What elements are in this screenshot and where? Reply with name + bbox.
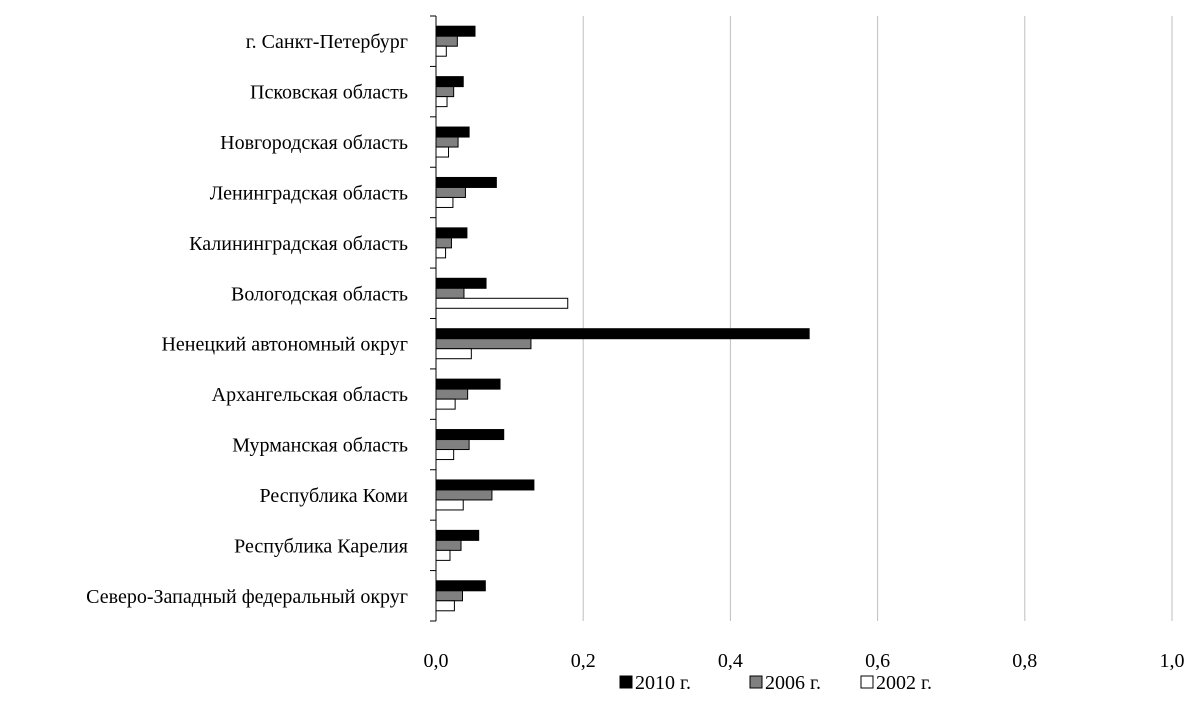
grid-lines	[582, 16, 1173, 621]
bar	[435, 539, 462, 551]
category-labels: Северо-Западный федеральный округ Республ…	[86, 31, 408, 608]
bar	[435, 45, 447, 57]
bar	[435, 176, 497, 188]
category-label: Калининградская область	[189, 233, 408, 255]
bar	[435, 529, 480, 541]
bar	[435, 76, 464, 88]
legend-swatch	[860, 675, 874, 689]
bar	[435, 549, 451, 561]
bar	[435, 126, 470, 138]
bar	[435, 600, 455, 612]
bar	[435, 186, 466, 198]
x-tick-label: 0,6	[865, 650, 890, 672]
bar	[435, 227, 468, 239]
category-label: Архангельская область	[212, 384, 408, 406]
x-tick-label: 0,2	[571, 650, 596, 672]
category-label: Мурманская область	[232, 435, 408, 457]
x-tick-label: 1,0	[1160, 650, 1185, 672]
x-tick-label: 0,0	[424, 650, 449, 672]
x-tick-label: 0,8	[1012, 650, 1037, 672]
legend-label: 2002 г.	[876, 672, 932, 694]
bar	[435, 388, 469, 400]
bar	[435, 35, 458, 47]
bar	[435, 338, 532, 350]
bar	[435, 277, 487, 289]
bar	[435, 136, 459, 148]
legend-swatch	[619, 675, 633, 689]
category-label: Псковская область	[250, 82, 408, 104]
category-label: г. Санкт-Петербург	[246, 31, 408, 53]
legend-swatch	[749, 675, 763, 689]
x-tick-labels: 0,0 0,2 0,4 0,6 0,8 1,0	[424, 650, 1185, 672]
bar	[435, 378, 501, 390]
bar	[435, 479, 535, 491]
bars	[435, 25, 810, 612]
bar	[435, 287, 465, 299]
x-tick-label: 0,4	[718, 650, 743, 672]
category-label: Ненецкий автономный округ	[161, 334, 408, 356]
category-label: Новгородская область	[220, 132, 408, 154]
bar	[435, 439, 470, 451]
bar	[435, 25, 476, 37]
bar	[435, 449, 455, 461]
bar	[435, 398, 456, 410]
bar	[435, 499, 464, 511]
legend-label: 2010 г.	[635, 672, 691, 694]
bar	[435, 146, 450, 158]
bar	[435, 196, 454, 208]
bar	[435, 247, 447, 259]
category-label: Вологодская область	[231, 283, 408, 305]
bar	[435, 590, 463, 602]
category-label: Северо-Западный федеральный округ	[86, 586, 408, 608]
category-label: Республика Коми	[259, 485, 408, 507]
category-label: Ленинградская область	[210, 182, 408, 204]
bar	[435, 429, 505, 441]
legend: 2010 г. 2006 г. 2002 г.	[619, 672, 932, 694]
bar	[435, 96, 448, 108]
bar	[435, 237, 452, 249]
axes	[430, 15, 437, 622]
bar	[435, 489, 493, 501]
legend-label: 2006 г.	[765, 672, 821, 694]
bar	[435, 86, 455, 98]
bar	[435, 297, 569, 309]
category-label: Республика Карелия	[234, 535, 408, 557]
bar	[435, 328, 810, 340]
bar	[435, 348, 472, 360]
bar	[435, 580, 486, 592]
